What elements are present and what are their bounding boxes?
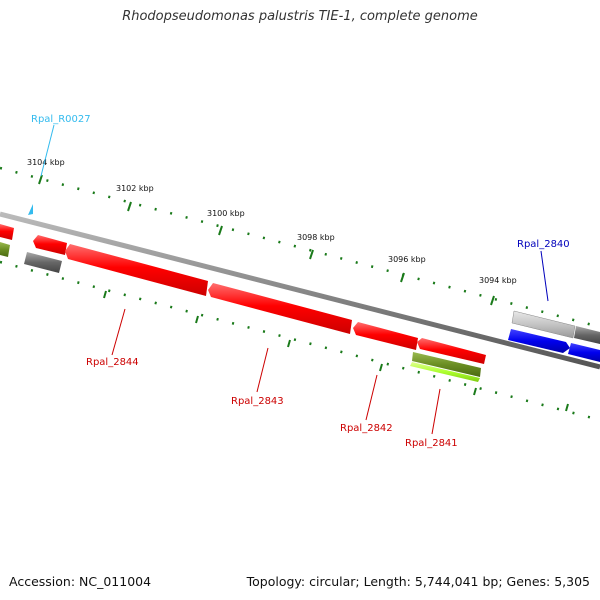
major-tick: [309, 249, 314, 260]
major-tick: [38, 174, 43, 185]
gene-label-rpal-r0027[interactable]: Rpal_R0027: [31, 114, 91, 125]
leader-line: [256, 347, 269, 393]
gene-arrow-rpal-2841[interactable]: [417, 338, 486, 364]
inner-tick: [565, 403, 569, 412]
gene-label-rpal-2840[interactable]: Rpal_2840: [517, 239, 570, 250]
diagram-title: Rhodopseudomonas palustris TIE-1, comple…: [122, 9, 478, 24]
inner-tick: [287, 339, 291, 348]
outer-dotted-line: [0, 166, 600, 329]
leader-line: [111, 308, 126, 356]
gene-arrow-rpal-2842[interactable]: [353, 322, 418, 350]
scale-label: 3098 kbp: [297, 233, 335, 242]
accession-label: Accession: NC_011004: [9, 574, 152, 589]
gene-arrow-red[interactable]: [33, 235, 67, 255]
gene-arrow-lime[interactable]: [410, 362, 480, 382]
gene-label-rpal-2844[interactable]: Rpal_2844: [86, 357, 139, 368]
major-tick: [218, 225, 223, 236]
scale-label: 3096 kbp: [388, 255, 426, 264]
outer-scale: [0, 166, 600, 329]
gene-arrow-grey[interactable]: [574, 326, 600, 344]
inner-tick: [195, 315, 199, 324]
gene-arrow-rpal-2843[interactable]: [208, 283, 352, 334]
gene-label-rpal-2843[interactable]: Rpal_2843: [231, 396, 284, 407]
gene-arrow-olive[interactable]: [0, 242, 10, 257]
gene-arrow-rpal-2840[interactable]: [508, 329, 570, 353]
gene-arrow-grey[interactable]: [24, 252, 62, 273]
scale-label: 3104 kbp: [27, 158, 65, 167]
inner-tick: [473, 387, 477, 396]
gene-arrow-light-grey[interactable]: [511, 310, 576, 339]
scale-label: 3100 kbp: [207, 209, 245, 218]
genome-backbone: [0, 211, 600, 370]
leader-line: [431, 388, 441, 435]
gene-label-rpal-2842[interactable]: Rpal_2842: [340, 423, 393, 434]
major-tick: [127, 201, 132, 212]
gene-arrow-olive[interactable]: [412, 352, 481, 377]
inner-scale: [0, 260, 600, 422]
leader-line: [365, 374, 378, 421]
gene-arrow-rpal-2844[interactable]: [65, 244, 208, 296]
leader-line: [540, 250, 549, 302]
inner-tick: [103, 290, 107, 299]
trna-marker-icon[interactable]: [28, 204, 33, 215]
gene-label-rpal-2841[interactable]: Rpal_2841: [405, 438, 458, 449]
inner-dotted-line: [0, 260, 600, 422]
leader-line: [40, 124, 55, 177]
scale-label: 3102 kbp: [116, 184, 154, 193]
inner-tick: [379, 363, 383, 372]
gene-arrow-red[interactable]: [0, 224, 14, 240]
scale-label: 3094 kbp: [479, 276, 517, 285]
genome-summary: Topology: circular; Length: 5,744,041 bp…: [246, 574, 590, 589]
gene-rpal-2840-track[interactable]: [508, 310, 600, 362]
major-tick: [490, 295, 495, 306]
gene-arrow-blue[interactable]: [568, 343, 600, 362]
major-tick: [400, 272, 405, 283]
reverse-genes: [33, 235, 486, 382]
